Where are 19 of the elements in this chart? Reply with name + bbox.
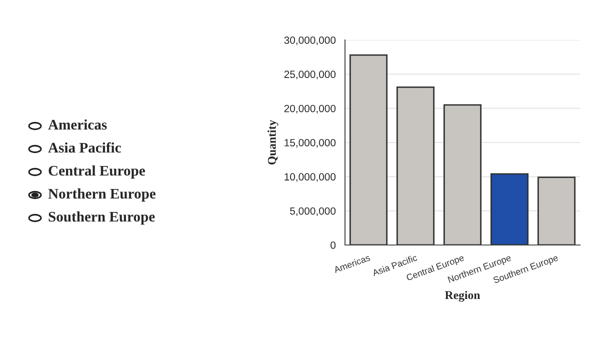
y-tick-label: 15,000,000 — [284, 139, 336, 148]
y-tick-label: 25,000,000 — [284, 70, 336, 80]
bar — [396, 86, 435, 245]
y-tick-label: 0 — [330, 242, 336, 249]
text: Americas — [48, 119, 107, 130]
text: Asia Pacific — [48, 142, 121, 153]
x-axis-title: Region — [444, 290, 480, 302]
y-tick-label: 5,000,000 — [290, 207, 336, 216]
text: Southern Europe — [48, 211, 155, 225]
bar — [537, 176, 576, 245]
bar — [443, 104, 482, 245]
y-tick-label: 30,000,000 — [284, 36, 336, 46]
bar — [349, 54, 388, 245]
bar — [490, 173, 529, 245]
y-axis-title: Quantity — [268, 120, 278, 165]
text: Central Europe — [48, 165, 145, 179]
y-tick-label: 20,000,000 — [284, 104, 336, 114]
y-tick-label: 10,000,000 — [284, 173, 336, 182]
text: Northern Europe — [48, 188, 156, 202]
